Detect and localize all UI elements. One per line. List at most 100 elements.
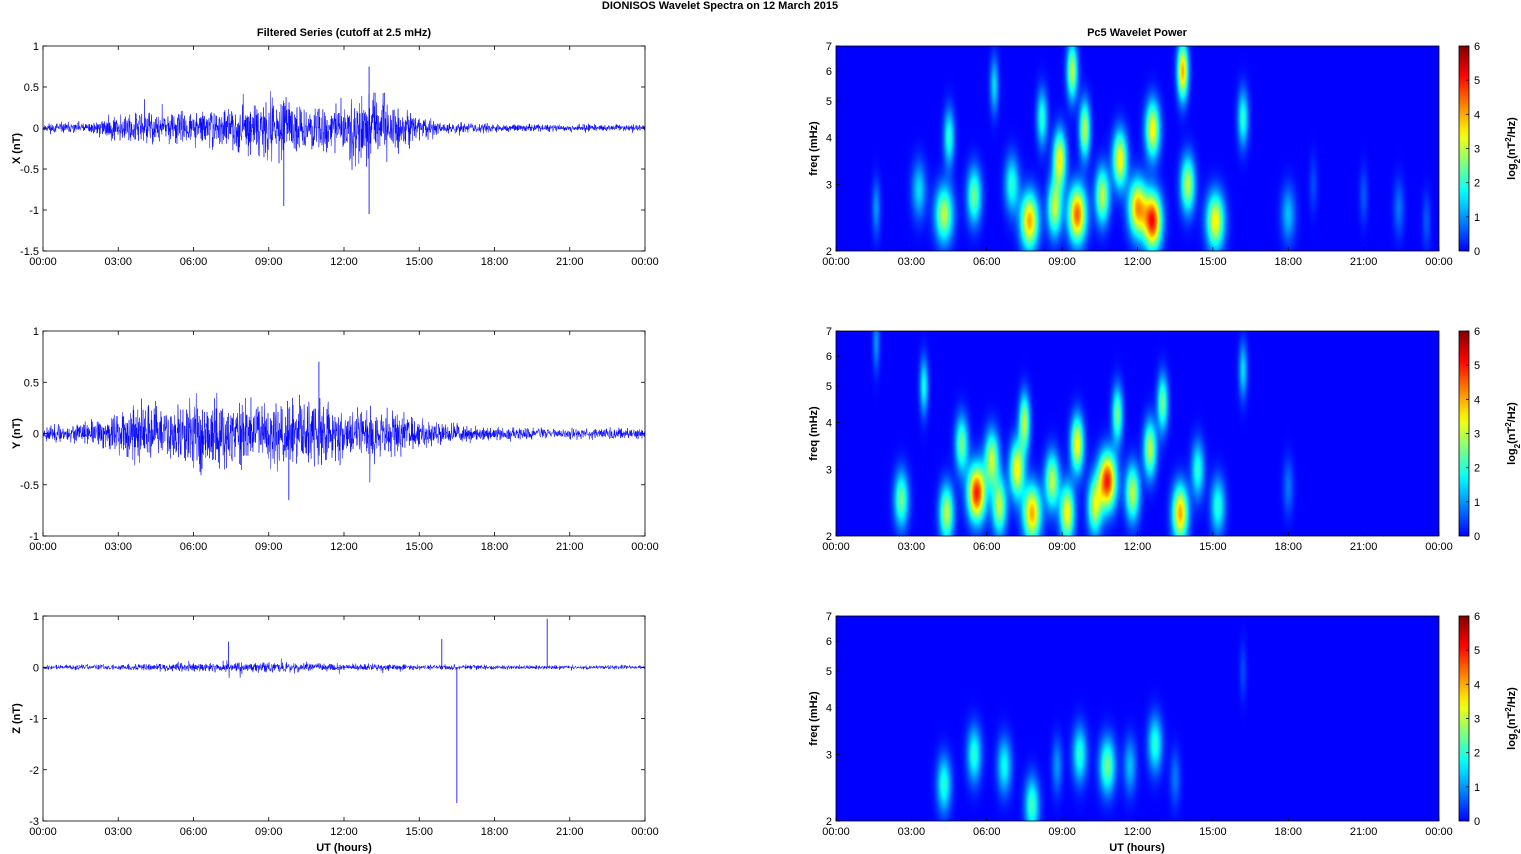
y-axis-label: Y (nT) bbox=[11, 418, 23, 449]
x-tick-label: 00:00 bbox=[822, 826, 850, 838]
colorbar-tick-label: 6 bbox=[1474, 41, 1480, 53]
colorbar-label-part: 2 bbox=[1513, 158, 1521, 163]
x-tick-label: 00:00 bbox=[631, 541, 659, 553]
colorbar-tick-label: 4 bbox=[1474, 109, 1480, 121]
x-tick-label: 18:00 bbox=[1274, 826, 1302, 838]
y-axis-label: X (nT) bbox=[11, 133, 23, 164]
series-line bbox=[43, 392, 645, 483]
y-tick-label: 6 bbox=[826, 66, 832, 78]
x-tick-label: 00:00 bbox=[631, 826, 659, 838]
y-tick-label: 2 bbox=[826, 816, 832, 828]
x-tick-label: 21:00 bbox=[556, 826, 584, 838]
y-tick-label: 6 bbox=[826, 636, 832, 648]
wavelet-panel-z: 00:00 03:00 06:00 09:00 12:00 15:00 18:00 21:00… bbox=[808, 611, 1521, 838]
colorbar-label-part: 2 bbox=[1513, 728, 1521, 733]
y-tick-label: 7 bbox=[826, 326, 832, 338]
panels-layer: 00:00 03:00 06:00 09:00 12:00 15:00 18:00 21:00… bbox=[11, 41, 1521, 838]
colorbar-tick-label: 4 bbox=[1474, 394, 1480, 406]
colorbar-tick-label: 4 bbox=[1474, 679, 1480, 691]
colorbar-label-part: /Hz) bbox=[1506, 117, 1518, 138]
series-line bbox=[43, 658, 645, 678]
colorbar-tick-label: 2 bbox=[1474, 178, 1480, 190]
wavelet-panel-x: 00:00 03:00 06:00 09:00 12:00 15:00 18:00 21:00… bbox=[808, 41, 1521, 268]
colorbar-label-part: log bbox=[1506, 163, 1518, 180]
timeseries-panel-y: 00:00 03:00 06:00 09:00 12:00 15:00 18:00 21:00… bbox=[11, 326, 659, 553]
x-tick-label: 18:00 bbox=[1274, 256, 1302, 268]
colorbar-label-part: log bbox=[1506, 733, 1518, 750]
colorbar-label-part: (nT bbox=[1506, 427, 1518, 444]
colorbar-tick-label: 2 bbox=[1474, 748, 1480, 760]
colorbar-tick-label: 5 bbox=[1474, 360, 1480, 372]
colorbar-tick-label: 0 bbox=[1474, 246, 1480, 258]
plot-area bbox=[43, 46, 645, 251]
y-tick-label: 0 bbox=[33, 123, 39, 135]
y-tick-label: 3 bbox=[826, 180, 832, 192]
y-tick-label: 7 bbox=[826, 611, 832, 623]
y-tick-label: 5 bbox=[826, 381, 832, 393]
wavelet-panel-y: 00:00 03:00 06:00 09:00 12:00 15:00 18:00 21:00… bbox=[808, 326, 1521, 553]
y-tick-label: 1 bbox=[33, 41, 39, 53]
x-tick-label: 03:00 bbox=[104, 541, 132, 553]
y-tick-label: 3 bbox=[826, 750, 832, 762]
x-tick-label: 09:00 bbox=[1048, 826, 1076, 838]
heatmap-image bbox=[836, 46, 1439, 251]
y-tick-label: 0 bbox=[33, 662, 39, 674]
x-tick-label: 03:00 bbox=[104, 256, 132, 268]
x-tick-label: 06:00 bbox=[180, 826, 208, 838]
colorbar-tick-label: 2 bbox=[1474, 463, 1480, 475]
y-axis-label: Z (nT) bbox=[11, 703, 23, 734]
y-tick-label: 5 bbox=[826, 666, 832, 678]
y-tick-label: -0.5 bbox=[20, 164, 39, 176]
x-tick-label: 15:00 bbox=[1199, 256, 1227, 268]
x-tick-label: 15:00 bbox=[1199, 826, 1227, 838]
x-tick-label: 06:00 bbox=[180, 541, 208, 553]
x-tick-label: 09:00 bbox=[255, 256, 283, 268]
heatmap-canvas bbox=[836, 331, 1439, 536]
colorbar-tick-label: 3 bbox=[1474, 429, 1480, 441]
y-tick-label: 2 bbox=[826, 246, 832, 258]
colorbar-label: log2(nT2/Hz) bbox=[1504, 117, 1521, 180]
x-tick-label: 12:00 bbox=[330, 541, 358, 553]
colorbar-label-part: /Hz) bbox=[1506, 402, 1518, 423]
y-tick-label: 7 bbox=[826, 41, 832, 53]
y-axis-label: freq (mHz) bbox=[808, 691, 820, 746]
colorbar-tick-label: 3 bbox=[1474, 714, 1480, 726]
y-tick-label: 6 bbox=[826, 351, 832, 363]
x-tick-label: 21:00 bbox=[1350, 541, 1378, 553]
x-tick-label: 12:00 bbox=[1124, 541, 1152, 553]
x-tick-label: 15:00 bbox=[405, 541, 433, 553]
y-tick-label: 0 bbox=[33, 429, 39, 441]
colorbar-label: log2(nT2/Hz) bbox=[1504, 687, 1521, 750]
colorbar-label-part: 2 bbox=[1504, 422, 1513, 427]
y-tick-label: 4 bbox=[826, 133, 832, 145]
colorbar-tick-label: 0 bbox=[1474, 816, 1480, 828]
colorbar-tick-label: 0 bbox=[1474, 531, 1480, 543]
y-tick-label: 3 bbox=[826, 465, 832, 477]
y-tick-label: 2 bbox=[826, 531, 832, 543]
y-axis-label: freq (mHz) bbox=[808, 121, 820, 176]
colorbar-label-part: (nT bbox=[1506, 712, 1518, 729]
x-tick-label: 12:00 bbox=[330, 826, 358, 838]
right-xlabel: UT (hours) bbox=[1109, 842, 1165, 854]
y-tick-label: 1 bbox=[33, 326, 39, 338]
left-column-title: Filtered Series (cutoff at 2.5 mHz) bbox=[257, 27, 432, 39]
x-tick-label: 06:00 bbox=[973, 826, 1001, 838]
colorbar-label-part: 2 bbox=[1504, 137, 1513, 142]
figure-title: DIONISOS Wavelet Spectra on 12 March 201… bbox=[602, 0, 838, 12]
y-tick-label: 4 bbox=[826, 418, 832, 430]
x-tick-label: 21:00 bbox=[1350, 826, 1378, 838]
x-tick-label: 21:00 bbox=[556, 256, 584, 268]
x-tick-label: 09:00 bbox=[255, 541, 283, 553]
y-axis-label: freq (mHz) bbox=[808, 406, 820, 461]
heatmap-canvas bbox=[836, 616, 1439, 821]
y-tick-label: 0.5 bbox=[24, 82, 39, 94]
x-tick-label: 09:00 bbox=[1048, 541, 1076, 553]
timeseries-panel-x: 00:00 03:00 06:00 09:00 12:00 15:00 18:00 21:00… bbox=[11, 41, 659, 268]
y-tick-label: 0.5 bbox=[24, 377, 39, 389]
y-tick-label: 1 bbox=[33, 611, 39, 623]
x-tick-label: 18:00 bbox=[481, 826, 509, 838]
x-tick-label: 03:00 bbox=[898, 256, 926, 268]
x-tick-label: 00:00 bbox=[29, 541, 57, 553]
right-column-title: Pc5 Wavelet Power bbox=[1087, 27, 1188, 39]
x-tick-label: 00:00 bbox=[1425, 826, 1453, 838]
